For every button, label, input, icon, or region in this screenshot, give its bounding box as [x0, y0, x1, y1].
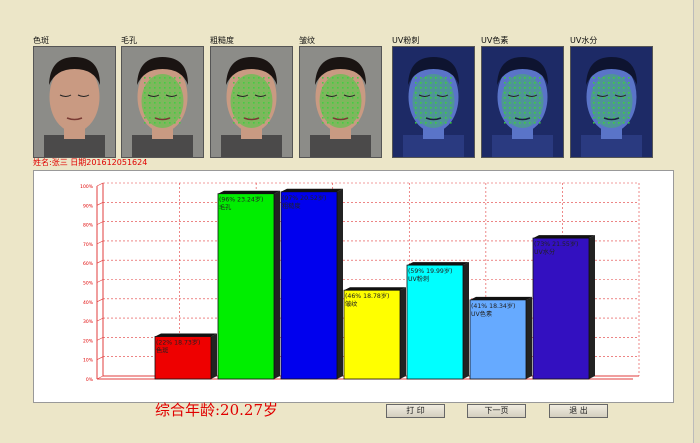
bar-top: [281, 188, 343, 192]
bar-色斑: (22% 18.73岁)色斑: [154, 333, 217, 380]
grid-line: [96, 259, 104, 264]
grid-line: [96, 182, 104, 187]
y-tick-label: 50%: [83, 281, 94, 287]
grid-line: [96, 240, 104, 245]
patient-info: 姓名:张三 日期201612051624: [33, 158, 148, 167]
bar: [154, 336, 212, 380]
bar-side: [526, 296, 532, 379]
face-thumbnail[interactable]: [570, 46, 653, 158]
bar-category-label: 毛孔: [219, 204, 231, 212]
bar-top: [533, 235, 595, 239]
bar-value-label: (59% 19.99岁): [408, 267, 452, 275]
y-tick-label: 0%: [86, 377, 94, 383]
print-button[interactable]: 打 印: [386, 404, 445, 418]
bar-side: [589, 235, 595, 379]
bar: [217, 193, 275, 380]
next-page-button[interactable]: 下一页: [467, 404, 526, 418]
grid-line: [96, 202, 104, 206]
bar-category-label: 粗糙度: [282, 202, 301, 210]
bar-side: [400, 287, 406, 379]
bar-value-label: (22% 18.73岁): [156, 339, 200, 347]
bar-top: [470, 296, 532, 300]
y-tick-label: 100%: [80, 184, 94, 190]
face-thumbnail[interactable]: [299, 46, 382, 158]
y-tick-label: 10%: [83, 358, 94, 364]
skin-analysis-chart: 0% 10% 20% 30% 40% 50% 60% 70% 80% 90% 100% (22% 18…: [80, 182, 640, 383]
bar-毛孔: (96% 23.24岁)毛孔: [217, 190, 280, 380]
grid-line: [96, 221, 104, 225]
bar-category-label: UV色素: [471, 310, 492, 318]
scrollbar[interactable]: [693, 0, 700, 443]
y-tick-label: 60%: [83, 261, 94, 267]
face-thumbnail[interactable]: [33, 46, 116, 158]
thumbnail-label: 粗糙度: [210, 36, 234, 45]
bar-value-label: (73% 21.55岁): [534, 240, 578, 248]
thumbnail-label: UV水分: [570, 36, 598, 45]
bar-皱纹: (46% 18.78岁)皱纹: [343, 287, 406, 380]
y-tick-label: 90%: [83, 203, 94, 209]
bar-value-label: (41% 18.34岁): [471, 302, 515, 310]
bar-side: [463, 262, 469, 379]
bar-UV色素: (41% 18.34岁)UV色素: [469, 296, 532, 380]
bar: [469, 299, 527, 380]
bar-粗糙度: (97% 20.52岁)粗糙度: [280, 188, 343, 380]
y-tick-label: 20%: [83, 338, 94, 344]
y-tick-label: 70%: [83, 242, 94, 248]
grid-line: [96, 356, 104, 360]
y-tick-label: 80%: [83, 223, 94, 229]
y-tick-label: 30%: [83, 319, 94, 325]
y-tick-label: 40%: [83, 300, 94, 306]
bar-value-label: (96% 23.24岁): [219, 196, 263, 204]
face-thumbnail[interactable]: [392, 46, 475, 158]
grid-line: [96, 298, 104, 303]
face-thumbnail[interactable]: [121, 46, 204, 158]
bar-category-label: UV粉刺: [408, 275, 429, 283]
bar-UV粉刺: (59% 19.99岁)UV粉刺: [406, 262, 469, 380]
thumbnail-label: UV色素: [481, 36, 509, 45]
overall-age: 综合年龄:20.27岁: [155, 401, 278, 419]
grid-line: [96, 317, 104, 322]
exit-button[interactable]: 退 出: [549, 404, 608, 418]
thumbnail-label: 毛孔: [121, 36, 137, 45]
bar-category-label: UV水分: [534, 248, 555, 256]
chart-panel: 0% 10% 20% 30% 40% 50% 60% 70% 80% 90% 100% (22% 18…: [33, 170, 674, 403]
grid-line: [96, 337, 104, 341]
bar-top: [155, 333, 217, 337]
thumbnail-label: 色斑: [33, 36, 49, 45]
grid-line: [96, 279, 104, 283]
bar-top: [407, 262, 469, 266]
bar-UV水分: (73% 21.55岁)UV水分: [532, 235, 595, 380]
thumbnail-label: 皱纹: [299, 36, 315, 45]
face-thumbnail[interactable]: [210, 46, 293, 158]
bar-side: [274, 190, 280, 379]
bar-category-label: 色斑: [156, 347, 168, 355]
bar: [532, 237, 590, 380]
thumbnail-label: UV粉刺: [392, 36, 420, 45]
bar-side: [337, 188, 343, 379]
bar: [280, 191, 338, 380]
bar: [343, 289, 401, 380]
face-thumbnail[interactable]: [481, 46, 564, 158]
bar-top: [344, 287, 406, 291]
bar-top: [218, 190, 280, 194]
bar: [406, 264, 464, 380]
bar-side: [211, 333, 217, 379]
bar-value-label: (97% 20.52岁): [282, 194, 326, 202]
bar-category-label: 皱纹: [345, 300, 358, 308]
bar-value-label: (46% 18.78岁): [345, 292, 389, 300]
